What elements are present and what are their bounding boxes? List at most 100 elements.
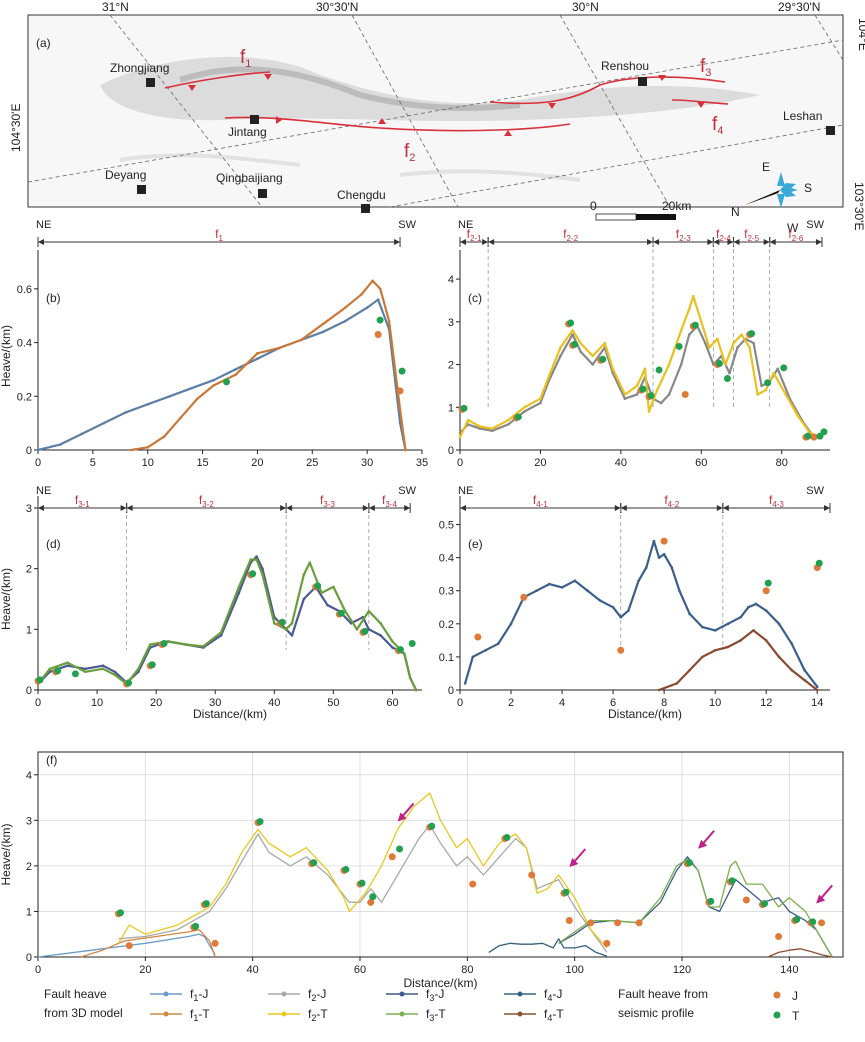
series-point-f3-T bbox=[343, 609, 347, 613]
city-marker-leshan bbox=[826, 126, 835, 135]
chart-panel-2: 0 20 40 60 80 0 1 2 3 4 (c) NE SW f2-1 f2-2 f2-3 f2-4 f2-… bbox=[448, 219, 830, 469]
series-point-f4-T bbox=[657, 688, 661, 692]
annotation-arrowhead bbox=[397, 812, 407, 822]
series-point-f4-J bbox=[599, 599, 602, 602]
series-line-f4-T bbox=[767, 948, 833, 958]
compass-n: N bbox=[731, 205, 740, 219]
seismic-point-t bbox=[728, 877, 736, 885]
series-point-f4-J bbox=[560, 586, 564, 589]
series-point-f2-T bbox=[756, 393, 759, 396]
series-point-f2-J bbox=[667, 393, 671, 396]
series-point-f3-J bbox=[391, 646, 394, 649]
series-point-f4-J bbox=[688, 612, 691, 616]
series-point-f4-J bbox=[764, 609, 768, 612]
segment-label: f3-3 bbox=[320, 493, 335, 509]
series-point-f2-J bbox=[539, 401, 542, 405]
series-point-f2-J bbox=[635, 393, 639, 396]
chart-panel-5: 0 20 40 60 80 100 120 140 0 1 2 3 4 (f) Heave/(km) Dist… bbox=[0, 751, 844, 990]
series-point-f2-J bbox=[659, 401, 663, 405]
series-point-f1-T bbox=[321, 322, 325, 326]
segment-label: f4-1 bbox=[533, 493, 548, 509]
lon-label: 104°30'E bbox=[9, 104, 23, 152]
x-tick-label: 80 bbox=[461, 964, 473, 976]
city-marker-qingbaijiang bbox=[258, 189, 267, 198]
seismic-point-j bbox=[469, 880, 477, 888]
series-point-f2-T bbox=[772, 371, 775, 375]
fault-f4 bbox=[671, 99, 729, 105]
lon-label: 104°E bbox=[856, 18, 865, 51]
seismic-point-t bbox=[804, 432, 812, 440]
city-marker-deyang bbox=[137, 185, 146, 194]
series-point-f4-J bbox=[652, 539, 656, 543]
segment-label: f4-3 bbox=[769, 493, 784, 509]
segment-label: f2-3 bbox=[676, 227, 691, 243]
seismic-point-j bbox=[520, 593, 528, 601]
x-tick-label: 80 bbox=[776, 457, 788, 469]
seismic-point-t bbox=[723, 375, 731, 382]
segment-label: f2-2 bbox=[563, 227, 578, 243]
legend-label-f3-T: f3-T bbox=[426, 1007, 446, 1023]
series-point-f2-T bbox=[764, 388, 767, 392]
series-point-f4-J bbox=[644, 566, 648, 569]
series-line-f3-T bbox=[558, 858, 833, 958]
series-point-f4-J bbox=[739, 615, 742, 619]
city-markers bbox=[137, 77, 835, 213]
segment-arrow bbox=[647, 239, 654, 245]
series-line-f3-T bbox=[37, 558, 418, 691]
segment-arrow bbox=[38, 239, 44, 245]
city-label: Leshan bbox=[783, 109, 822, 123]
series-point-f4-J bbox=[726, 622, 730, 626]
y-tick-label: 0.2 bbox=[17, 391, 32, 403]
series-point-f3-T bbox=[320, 591, 323, 595]
compass-w: W bbox=[787, 221, 799, 235]
series-point-f1-T bbox=[387, 319, 391, 323]
y-tick-label: 3 bbox=[26, 503, 32, 515]
y-tick-label: 1 bbox=[448, 402, 454, 414]
series-point-f4-J bbox=[573, 579, 577, 583]
direction-sw: SW bbox=[806, 485, 824, 497]
seismic-point-t bbox=[256, 818, 264, 826]
series-point-f2-T bbox=[716, 337, 719, 341]
lon-label: 103°30'E bbox=[852, 182, 865, 230]
series-point-f2-T bbox=[647, 410, 651, 413]
direction-ne: NE bbox=[458, 219, 473, 231]
series-point-f4-J bbox=[803, 668, 806, 672]
series-point-f4-J bbox=[586, 589, 589, 593]
series-point-f1-T bbox=[234, 373, 237, 377]
legend-marker-f1-J bbox=[163, 991, 169, 997]
segment-arrow bbox=[38, 505, 44, 511]
panel-label: (b) bbox=[46, 291, 61, 305]
segment-label: f3-1 bbox=[75, 493, 90, 509]
y-tick-label: 0.4 bbox=[439, 553, 454, 565]
series-point-f4-J bbox=[777, 622, 781, 626]
map-panel: Zhongjiang Jintang Deyang Qingbaijiang C… bbox=[9, 0, 865, 235]
series-point-f3-T bbox=[184, 643, 187, 646]
city-labels: Zhongjiang Jintang Deyang Qingbaijiang C… bbox=[105, 59, 822, 202]
seismic-point-t bbox=[503, 834, 511, 842]
series-point-f3-T bbox=[48, 667, 52, 671]
series-point-f3-J bbox=[379, 634, 382, 637]
series-point-f2-T bbox=[478, 425, 482, 428]
series-point-f3-J bbox=[113, 670, 117, 674]
series-point-f3-T bbox=[284, 628, 288, 631]
x-tick-label: 6 bbox=[610, 697, 616, 709]
series-point-f2-J bbox=[687, 333, 691, 336]
seismic-point-t bbox=[148, 661, 156, 669]
series-point-f4-T bbox=[688, 668, 691, 672]
x-tick-label: 35 bbox=[416, 457, 428, 469]
direction-sw: SW bbox=[398, 485, 416, 497]
x-tick-label: 0 bbox=[35, 697, 41, 709]
legend-label-f2-J: f2-J bbox=[308, 987, 326, 1003]
segment-label: f3-4 bbox=[382, 493, 397, 509]
seismic-point-j bbox=[587, 919, 595, 927]
x-tick-label: 30 bbox=[209, 697, 221, 709]
x-axis-label: Distance/(km) bbox=[403, 976, 477, 990]
x-tick-label: 120 bbox=[673, 964, 691, 976]
series-point-f3-T bbox=[137, 667, 140, 671]
x-tick-label: 20 bbox=[251, 457, 263, 469]
seismic-point-t bbox=[369, 893, 377, 901]
series-point-f2-J bbox=[704, 341, 707, 345]
x-tick-label: 10 bbox=[709, 697, 721, 709]
series-point-f1-J bbox=[190, 386, 193, 390]
